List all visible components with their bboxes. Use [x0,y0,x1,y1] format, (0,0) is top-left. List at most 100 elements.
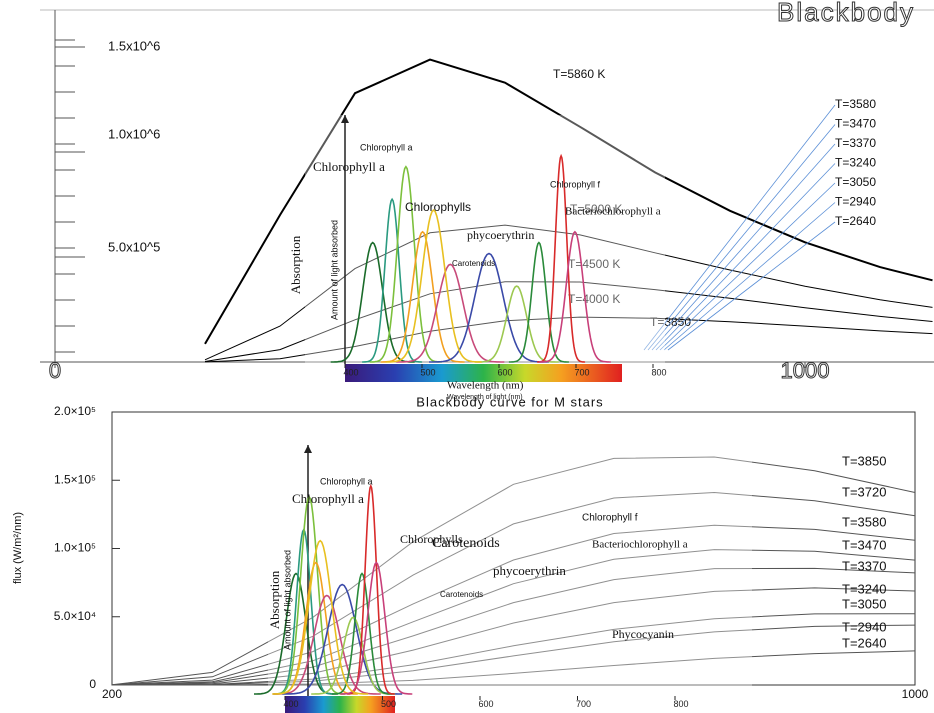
chart-title: Blackbody curve for M stars [416,394,603,409]
y-tick-label: 1.5x10^6 [108,38,160,53]
absorption-curve [537,153,586,363]
x-tick-label: 200 [102,687,122,701]
series-label: T=5000 K [570,202,622,216]
curve [111,549,916,686]
inset-label: Bacteriochlorophyll a [592,539,688,551]
y-tick-label: 0 [89,677,96,691]
spectrum-tick-label: 600 [497,367,512,377]
pointer [659,182,836,351]
curve [204,58,933,345]
y-tick-label: 2.0×10⁵ [54,404,96,418]
spectrum-tick-label: 700 [574,367,589,377]
pointer [643,104,836,351]
curve [112,650,916,686]
spectrum-tick-label: 500 [420,367,435,377]
inset-label: Carotenoids [452,259,495,268]
series-label: T=2640 [842,635,886,650]
x-tick-label: 0 [49,358,61,383]
inset-label: Chlorophyll a [360,142,413,152]
series-label: T=3850 [842,453,886,468]
y-tick-label: 1.5×10⁵ [54,472,96,486]
absorption-inset: 400 500 600 700 800 Chlorophyll a Chlorophyll … [254,445,752,713]
inset-label: Chlorophylls [400,532,463,546]
series-label: T=3720 [842,484,886,499]
pointer [667,221,836,351]
inset-label: Carotenoids [440,590,483,599]
series-label: T=3470 [842,537,886,552]
curve [204,224,933,361]
annotation: T=3580 [835,97,876,111]
x-tick-label: 1000 [902,687,929,701]
y-tick-label: 5.0×10⁴ [54,609,96,623]
spectrum-tick-label: 400 [343,367,358,377]
curve [111,567,916,686]
absorption-curve [474,285,559,363]
spectrum-tick-label: 700 [576,699,591,709]
inset-label: Chlorophyll a [292,491,364,506]
inset-label: Wavelength of light (nm) [447,394,523,401]
absorption-inset: 400 500 600 700 800 Chlorophyll a Chlorophyll … [288,115,667,401]
inset-label: Amount of light absorbed [329,220,339,320]
curve [111,491,916,686]
inset-label: Chlorophylls [405,200,471,214]
series-label: T=3580 [842,514,886,529]
spectrum-tick-label: 500 [381,699,396,709]
annotation: T=2940 [835,195,876,209]
absorption-curve [396,263,505,363]
series-label: T=3370 [842,558,886,573]
curve [111,587,916,686]
series-label: T=3240 [842,581,886,596]
inset-label: Phycocyanin [612,627,674,641]
absorption-curve [362,197,423,363]
spectrum-tick-label: 600 [478,699,493,709]
absorption-curve [508,241,569,363]
inset-label: Bacteriochlorophyll a [565,206,661,218]
annotation: T=3470 [835,117,876,131]
x-tick-label: 1000 [781,358,830,383]
inset-label: Chlorophyll a [320,476,373,486]
pointer [651,143,836,351]
absorption-curve [538,230,611,363]
chart-title: Blackbody [777,0,915,27]
absorption-curve [385,209,482,363]
curve [204,281,933,362]
absorption-curve [272,539,369,695]
series-label: T=2940 [842,619,886,634]
annotation: T=2640 [835,214,876,228]
top-chart: Blackbody 1.5x10^6 1.0x10^6 5.0x10^5 0 1000 T=… [40,0,934,383]
inset-label: Chlorophyll f [582,513,638,524]
curve [204,316,933,363]
absorption-curve [311,616,396,695]
absorption-curve [273,495,346,695]
inset-label: Carotenoids [432,536,500,551]
inset-label: Wavelength (nm) [447,380,524,392]
series-label: T=5860 K [553,67,605,81]
curve [111,613,916,686]
inset-arrow [341,115,349,123]
inset-label: Absorption [267,570,282,629]
annotation: T=3050 [835,175,876,189]
spectrum-bar [345,364,622,382]
inset-label: Absorption [288,235,303,294]
inset-label: Chlorophyll a [313,159,385,174]
spectrum-tick-label: 400 [283,699,298,709]
inset-arrow [304,445,312,453]
absorption-curve [369,165,442,363]
absorption-curve [272,594,381,695]
spectrum-bar [285,696,395,713]
pointer [663,202,836,351]
curve [111,624,916,686]
inset-label: phycoerythrin [467,228,534,242]
inset-label: phycoerythrin [493,563,566,578]
pointer [647,124,836,351]
annotation: T=3240 [835,156,876,170]
annotation: T=3370 [835,136,876,150]
pointer [655,163,836,351]
inset-backdrop [268,445,752,713]
absorption-curve [429,252,549,363]
y-tick-label: 1.0x10^6 [108,126,160,141]
inset-label: Amount of light absorbed [282,550,292,650]
y-tick-label: 1.0×10⁵ [54,541,96,555]
inset-backdrop [305,115,665,382]
